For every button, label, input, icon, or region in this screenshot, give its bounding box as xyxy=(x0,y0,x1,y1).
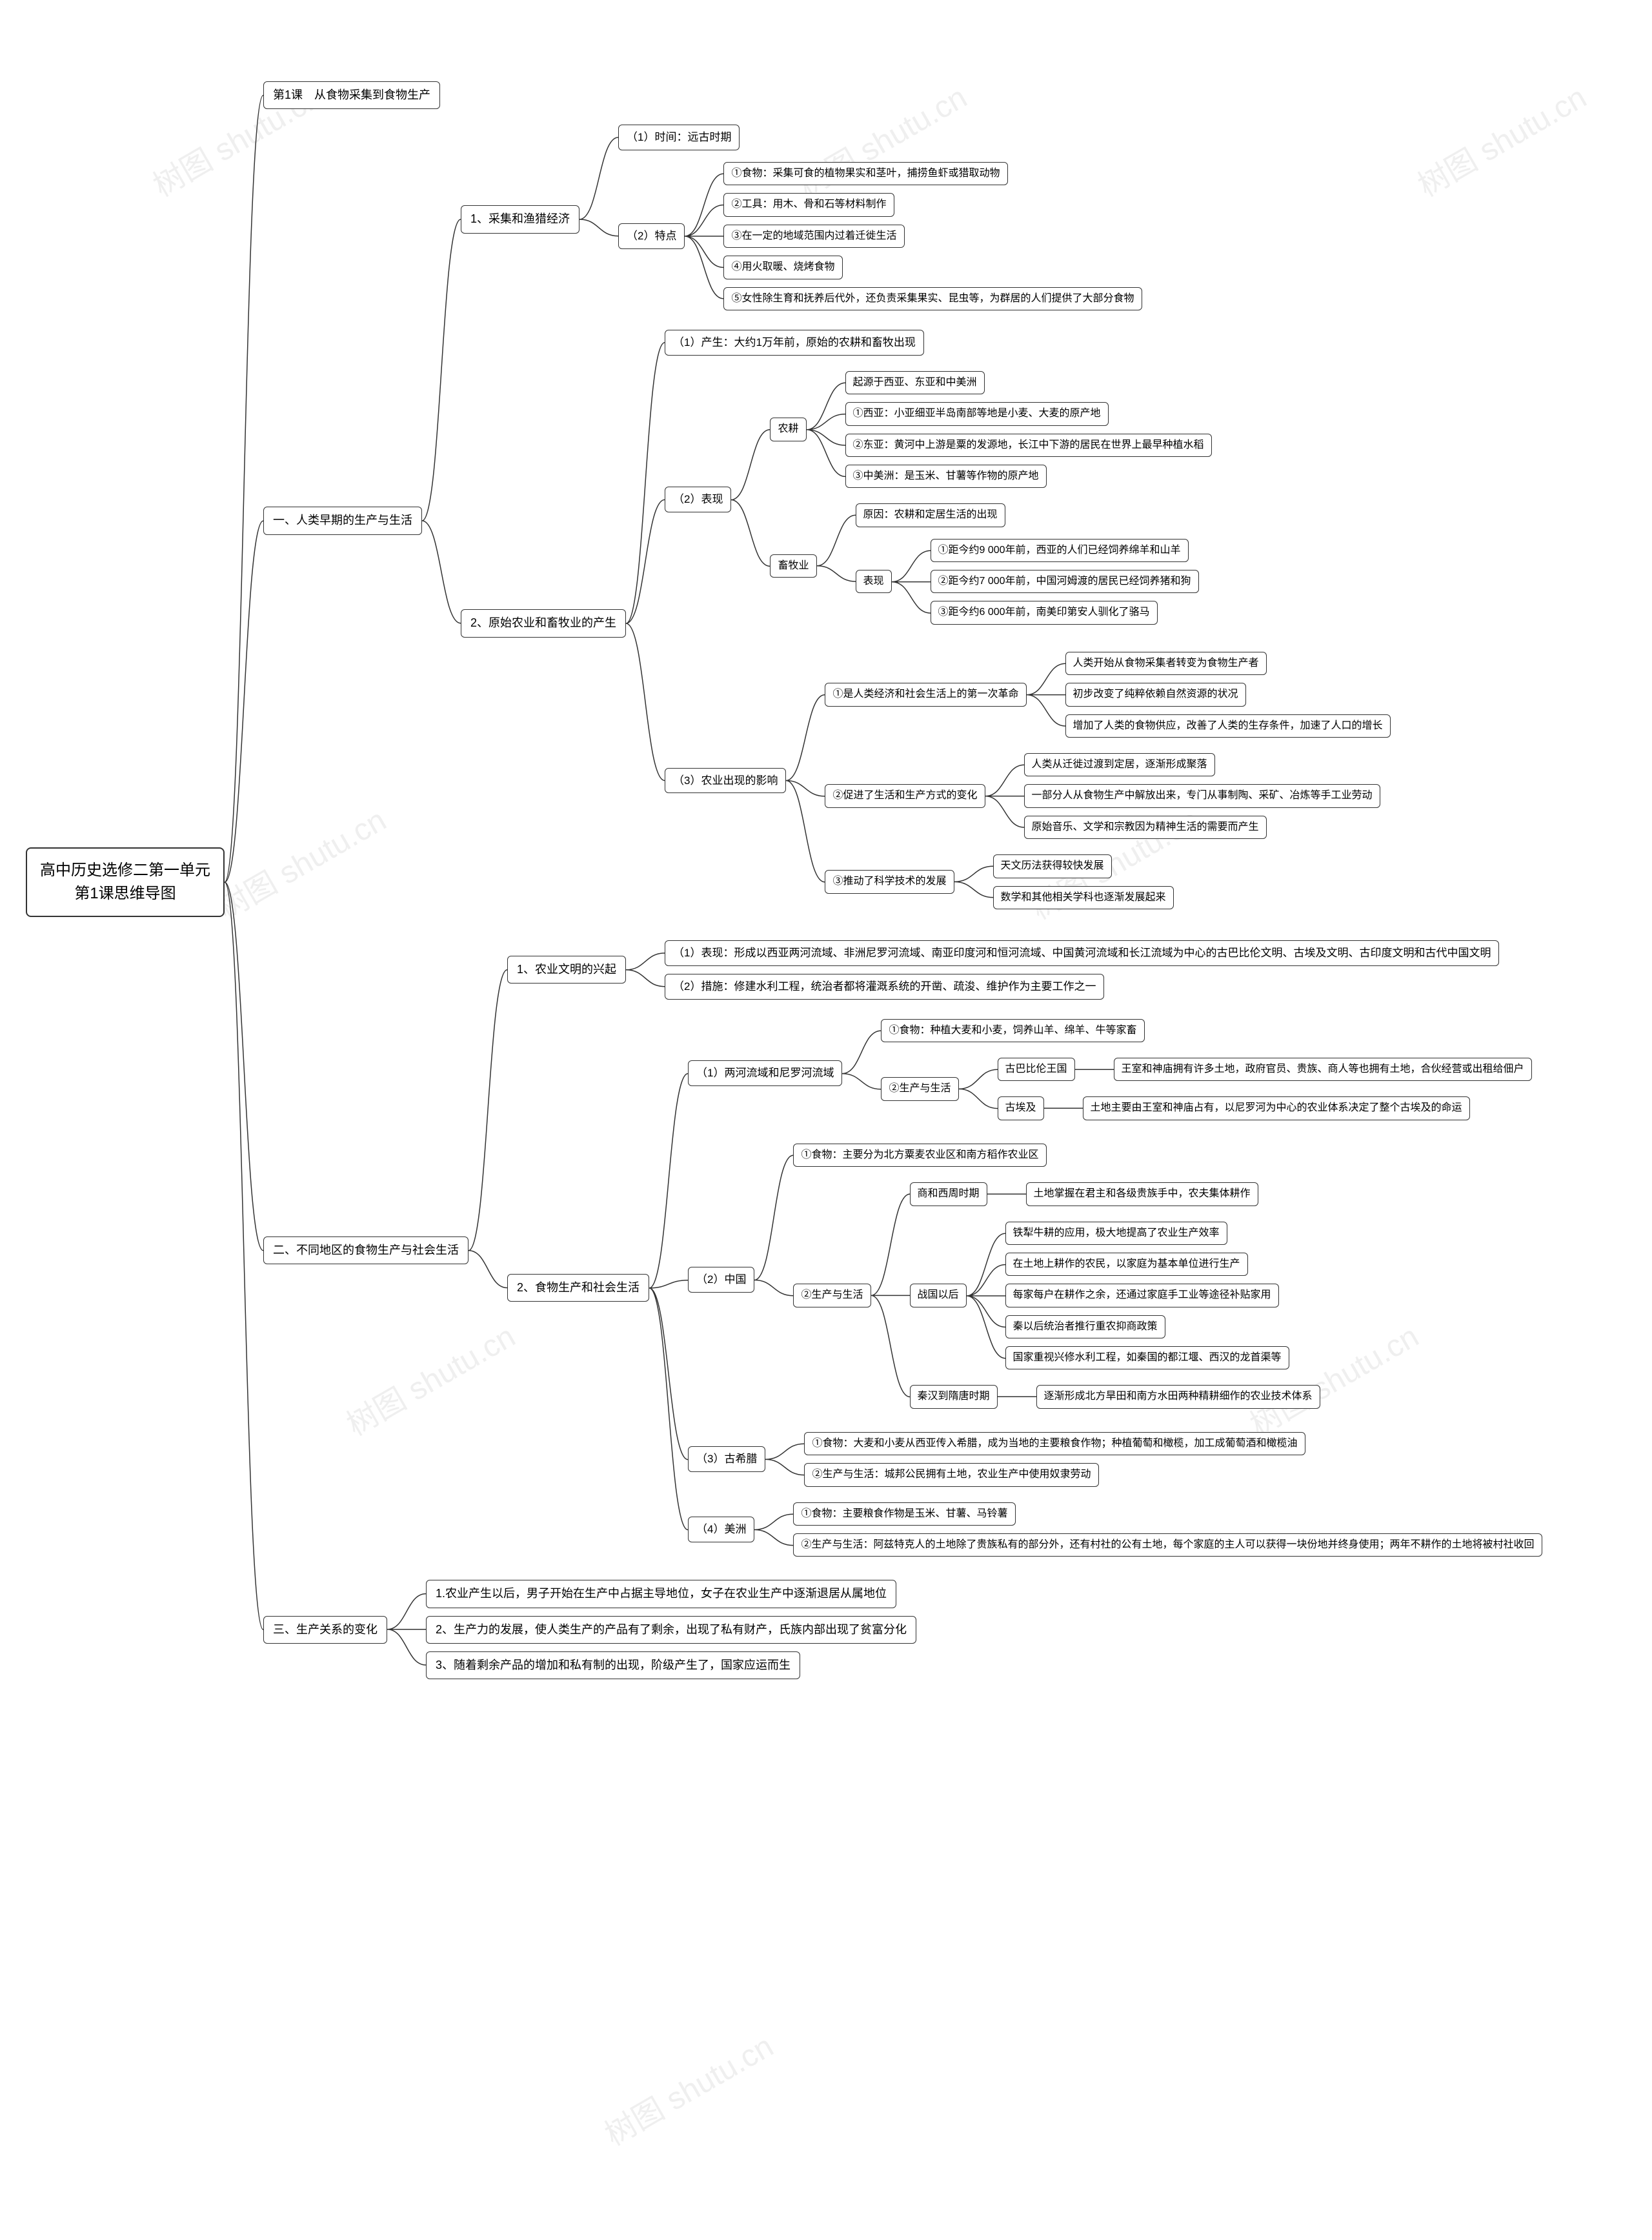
tree-node: ②距今约7 000年前，中国河姆渡的居民已经饲养猪和狗 xyxy=(931,570,1199,593)
tree-node: （1）时间：远古时期 xyxy=(618,125,740,150)
tree-node: （2）中国 xyxy=(688,1267,754,1293)
tree-node: 3、随着剩余产品的增加和私有制的出现，阶级产生了，国家应运而生 xyxy=(426,1651,800,1679)
tree-node: ①食物：采集可食的植物果实和茎叶，捕捞鱼虾或猎取动物 xyxy=(723,162,1007,185)
tree-node: （3）古希腊 xyxy=(688,1446,765,1472)
tree-node: 第1课 从食物采集到食物生产 xyxy=(263,81,440,109)
tree-node: 初步改变了纯粹依赖自然资源的状况 xyxy=(1065,683,1246,706)
tree-node: ③中美洲：是玉米、甘薯等作物的原产地 xyxy=(845,465,1047,488)
tree-node: （2）特点 xyxy=(618,223,685,249)
tree-node: 在土地上耕作的农民，以家庭为基本单位进行生产 xyxy=(1005,1253,1248,1276)
tree-node: 秦以后统治者推行重农抑商政策 xyxy=(1005,1315,1165,1338)
tree-node: 原始音乐、文学和宗教因为精神生活的需要而产生 xyxy=(1024,816,1267,839)
tree-node: 一、人类早期的生产与生活 xyxy=(263,507,422,534)
tree-node: 增加了人类的食物供应，改善了人类的生存条件，加速了人口的增长 xyxy=(1065,714,1391,738)
tree-node: 土地主要由王室和神庙占有，以尼罗河为中心的农业体系决定了整个古埃及的命运 xyxy=(1083,1096,1470,1120)
tree-node: 畜牧业 xyxy=(770,554,816,578)
tree-node: 2、食物生产和社会生活 xyxy=(507,1274,649,1302)
tree-node: ①食物：大麦和小麦从西亚传入希腊，成为当地的主要粮食作物；种植葡萄和橄榄，加工成… xyxy=(804,1432,1305,1455)
tree-node: 三、生产关系的变化 xyxy=(263,1616,387,1644)
tree-node: 古巴比伦王国 xyxy=(998,1058,1075,1081)
tree-node: ②促进了生活和生产方式的变化 xyxy=(825,784,985,807)
tree-node: （2）表现 xyxy=(665,487,731,512)
tree-node: 逐渐形成北方旱田和南方水田两种精耕细作的农业技术体系 xyxy=(1036,1385,1320,1408)
tree-node: 天文历法获得较快发展 xyxy=(993,854,1112,878)
tree-node: 铁犁牛耕的应用，极大地提高了农业生产效率 xyxy=(1005,1222,1227,1245)
tree-node: ①食物：主要粮食作物是玉米、甘薯、马铃薯 xyxy=(793,1502,1015,1526)
watermark: 树图 shutu.cn xyxy=(595,2021,780,2154)
tree-node: 2、生产力的发展，使人类生产的产品有了剩余，出现了私有财产，氏族内部出现了贫富分… xyxy=(426,1616,916,1644)
tree-node: ①西亚：小亚细亚半岛南部等地是小麦、大麦的原产地 xyxy=(845,402,1109,425)
tree-node: ⑤女性除生育和抚养后代外，还负责采集果实、昆虫等，为群居的人们提供了大部分食物 xyxy=(723,287,1142,310)
tree-node: （2）措施：修建水利工程，统治者都将灌溉系统的开凿、疏浚、维护作为主要工作之一 xyxy=(665,974,1104,1000)
tree-node: ③在一定的地域范围内过着迁徙生活 xyxy=(723,225,904,248)
tree-node: 秦汉到隋唐时期 xyxy=(910,1385,998,1408)
tree-node: 数学和其他相关学科也逐渐发展起来 xyxy=(993,886,1174,909)
tree-node: 一部分人从食物生产中解放出来，专门从事制陶、采矿、冶炼等手工业劳动 xyxy=(1024,784,1380,807)
tree-node: （4）美洲 xyxy=(688,1517,754,1542)
tree-node: ②生产与生活：城邦公民拥有土地，农业生产中使用奴隶劳动 xyxy=(804,1463,1098,1486)
tree-node: 人类从迁徙过渡到定居，逐渐形成聚落 xyxy=(1024,753,1215,776)
tree-node: ②生产与生活 xyxy=(793,1284,871,1307)
tree-node: ③距今约6 000年前，南美印第安人驯化了骆马 xyxy=(931,601,1158,624)
tree-node: 国家重视兴修水利工程，如秦国的都江堰、西汉的龙首渠等 xyxy=(1005,1346,1289,1369)
tree-node: 王室和神庙拥有许多土地，政府官员、贵族、商人等也拥有土地，合伙经营或出租给佃户 xyxy=(1114,1058,1532,1081)
tree-node: 1.农业产生以后，男子开始在生产中占据主导地位，女子在农业生产中逐渐退居从属地位 xyxy=(426,1580,896,1608)
tree-node: 1、采集和渔猎经济 xyxy=(461,205,579,233)
tree-node: ①食物：种植大麦和小麦，饲养山羊、绵羊、牛等家畜 xyxy=(881,1019,1144,1042)
tree-node: （1）表现：形成以西亚两河流域、非洲尼罗河流域、南亚印度河和恒河流域、中国黄河流… xyxy=(665,940,1499,966)
tree-node: ③推动了科学技术的发展 xyxy=(825,870,954,893)
mindmap-root-container: 高中历史选修二第一单元第1课思维导图 第1课 从食物采集到食物生产一、人类早期的生… xyxy=(0,0,1652,1713)
tree-node: 农耕 xyxy=(770,418,806,441)
tree-node: ①距今约9 000年前，西亚的人们已经饲养绵羊和山羊 xyxy=(931,539,1189,562)
tree-node: 每家每户在耕作之余，还通过家庭手工业等途径补贴家用 xyxy=(1005,1284,1279,1307)
tree-node: ②生产与生活 xyxy=(881,1077,958,1100)
tree-node: 起源于西亚、东亚和中美洲 xyxy=(845,371,985,394)
tree-node: 人类开始从食物采集者转变为食物生产者 xyxy=(1065,652,1267,675)
tree-node: 战国以后 xyxy=(910,1284,967,1307)
tree-node: 1、农业文明的兴起 xyxy=(507,956,626,984)
tree-node: 土地掌握在君主和各级贵族手中，农夫集体耕作 xyxy=(1026,1182,1258,1206)
tree-node: 表现 xyxy=(856,570,892,593)
tree-node: 二、不同地区的食物生产与社会生活 xyxy=(263,1236,468,1264)
tree-node: ①食物：主要分为北方粟麦农业区和南方稻作农业区 xyxy=(793,1144,1046,1167)
tree-node: 2、原始农业和畜牧业的产生 xyxy=(461,609,626,637)
tree-node: ①是人类经济和社会生活上的第一次革命 xyxy=(825,683,1026,706)
tree-node: ②生产与生活：阿兹特克人的土地除了贵族私有的部分外，还有村社的公有土地，每个家庭… xyxy=(793,1533,1542,1557)
root-node: 高中历史选修二第一单元第1课思维导图 xyxy=(26,847,225,917)
tree-node: ②东亚：黄河中上游是粟的发源地，长江中下游的居民在世界上最早种植水稻 xyxy=(845,434,1212,457)
tree-node: （3）农业出现的影响 xyxy=(665,768,786,794)
tree-node: 商和西周时期 xyxy=(910,1182,987,1206)
tree-node: （1）两河流域和尼罗河流域 xyxy=(688,1060,842,1086)
tree-node: 古埃及 xyxy=(998,1096,1044,1120)
tree-node: 原因：农耕和定居生活的出现 xyxy=(856,503,1005,527)
tree-node: ②工具：用木、骨和石等材料制作 xyxy=(723,193,894,216)
tree-node: ④用火取暖、烧烤食物 xyxy=(723,256,842,279)
tree-node: （1）产生：大约1万年前，原始的农耕和畜牧出现 xyxy=(665,330,924,356)
